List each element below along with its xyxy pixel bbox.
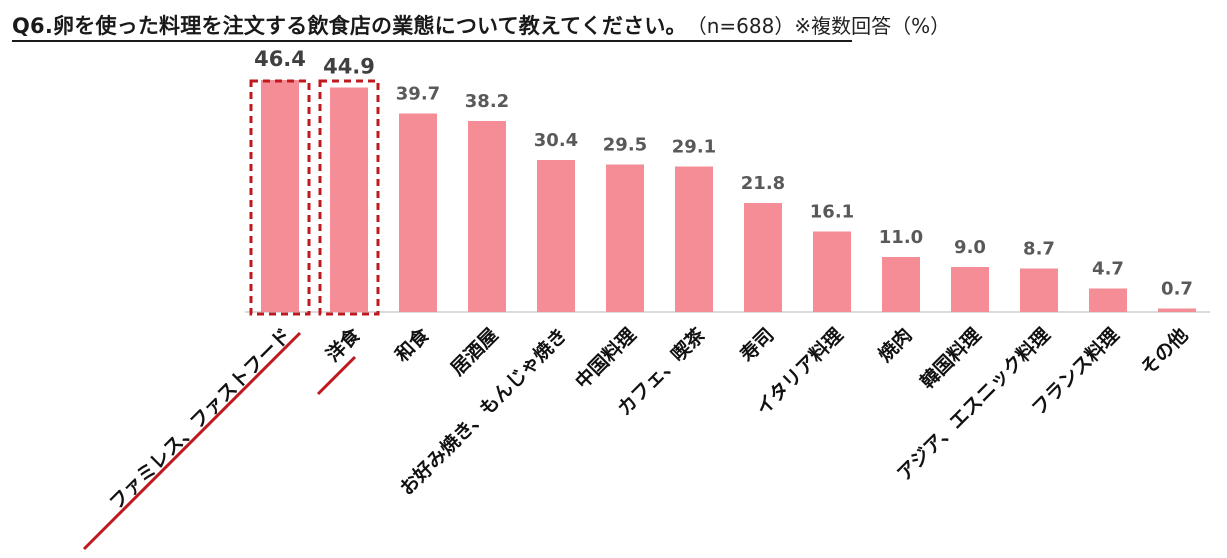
- sample-note: （n=688）※複数回答（%）: [696, 14, 951, 38]
- category-label: 寿司: [735, 323, 778, 366]
- data-label: 4.7: [1092, 259, 1124, 280]
- bar: [1089, 288, 1127, 312]
- bar: [813, 231, 851, 312]
- category-label: 居酒屋: [447, 324, 503, 380]
- bar: [399, 113, 437, 312]
- category-label: 焼肉: [873, 323, 916, 366]
- category-label: ファミレス、ファストフード: [105, 324, 295, 514]
- data-label: 21.8: [741, 173, 785, 194]
- data-label: 11.0: [879, 227, 923, 248]
- bar: [1158, 308, 1196, 312]
- bar: [882, 257, 920, 312]
- highlight-underline: [82, 331, 302, 551]
- chart-header: Q6.卵を使った料理を注文する飲食店の業態について教えてください。 （n=688）…: [12, 10, 951, 42]
- highlight-box: [318, 79, 380, 316]
- bar: [261, 80, 299, 312]
- data-label: 9.0: [954, 237, 986, 258]
- bar: [537, 160, 575, 312]
- data-label: 29.5: [603, 135, 647, 156]
- data-label: 8.7: [1023, 239, 1055, 260]
- data-label: 29.1: [672, 137, 716, 158]
- title-underline: [12, 40, 852, 42]
- bar: [1020, 268, 1058, 312]
- data-label: 16.1: [810, 202, 854, 223]
- category-label: 洋食: [321, 323, 365, 367]
- data-label: 46.4: [254, 47, 306, 71]
- category-label: 和食: [390, 323, 434, 367]
- bar: [951, 267, 989, 312]
- data-label: 44.9: [323, 55, 375, 79]
- data-label: 0.7: [1161, 279, 1193, 300]
- data-label: 30.4: [534, 130, 578, 151]
- data-label: 39.7: [396, 84, 440, 105]
- bar: [744, 203, 782, 312]
- highlight-box: [249, 79, 311, 316]
- chart-title: Q6.卵を使った料理を注文する飲食店の業態について教えてください。: [12, 14, 687, 38]
- category-label: その他: [1136, 323, 1193, 380]
- bar: [468, 121, 506, 312]
- category-label: 中国料理: [571, 323, 641, 393]
- bar: [330, 87, 368, 312]
- data-label: 38.2: [465, 91, 509, 112]
- bar: [606, 164, 644, 312]
- highlight-underline: [316, 355, 357, 396]
- bar: [675, 166, 713, 312]
- category-label: 韓国料理: [916, 323, 986, 393]
